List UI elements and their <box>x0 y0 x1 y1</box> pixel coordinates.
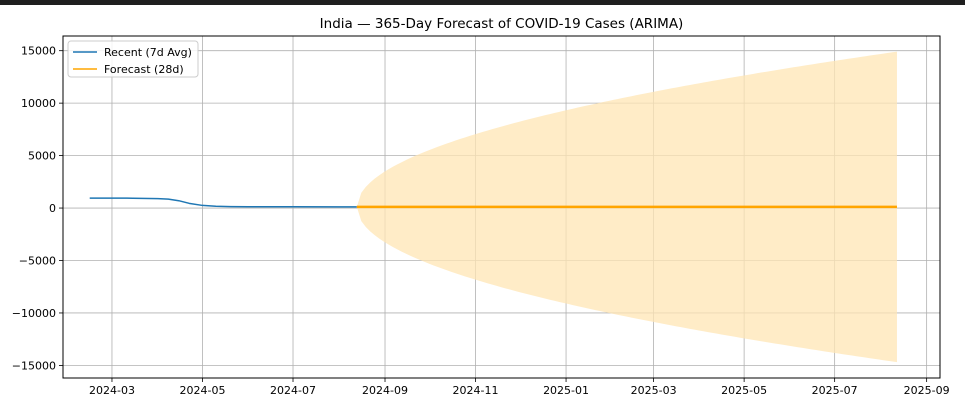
x-tick-label: 2024-11 <box>453 384 499 397</box>
legend: Recent (7d Avg) Forecast (28d) <box>67 40 199 78</box>
y-tick-label: −10000 <box>12 307 56 320</box>
x-tick-label: 2025-03 <box>631 384 677 397</box>
y-axis: 15000 10000 5000 0 −5000 −10000 −15000 <box>12 45 63 372</box>
x-tick-label: 2024-09 <box>362 384 408 397</box>
x-tick-label: 2024-07 <box>270 384 316 397</box>
legend-label: Forecast (28d) <box>104 63 184 76</box>
x-tick-label: 2024-03 <box>89 384 135 397</box>
y-tick-label: −5000 <box>19 255 56 268</box>
y-tick-label: 15000 <box>21 45 56 58</box>
x-tick-label: 2025-05 <box>721 384 767 397</box>
x-axis: 2024-03 2024-05 2024-07 2024-09 2024-11 2025-… <box>89 378 950 397</box>
x-tick-label: 2025-01 <box>543 384 589 397</box>
recent-series-line <box>89 197 357 208</box>
x-tick-label: 2025-09 <box>904 384 950 397</box>
legend-box <box>67 40 199 78</box>
y-tick-label: −15000 <box>12 359 56 372</box>
x-tick-label: 2025-07 <box>812 384 858 397</box>
legend-label: Recent (7d Avg) <box>104 46 192 59</box>
x-tick-label: 2024-05 <box>180 384 226 397</box>
series-lines <box>89 197 897 209</box>
plot-frame <box>62 35 941 379</box>
y-tick-label: 0 <box>49 202 56 215</box>
chart-title: India — 365-Day Forecast of COVID-19 Cas… <box>320 16 684 32</box>
top-bar <box>0 0 965 5</box>
y-tick-label: 5000 <box>28 150 56 163</box>
y-tick-label: 10000 <box>21 97 56 110</box>
